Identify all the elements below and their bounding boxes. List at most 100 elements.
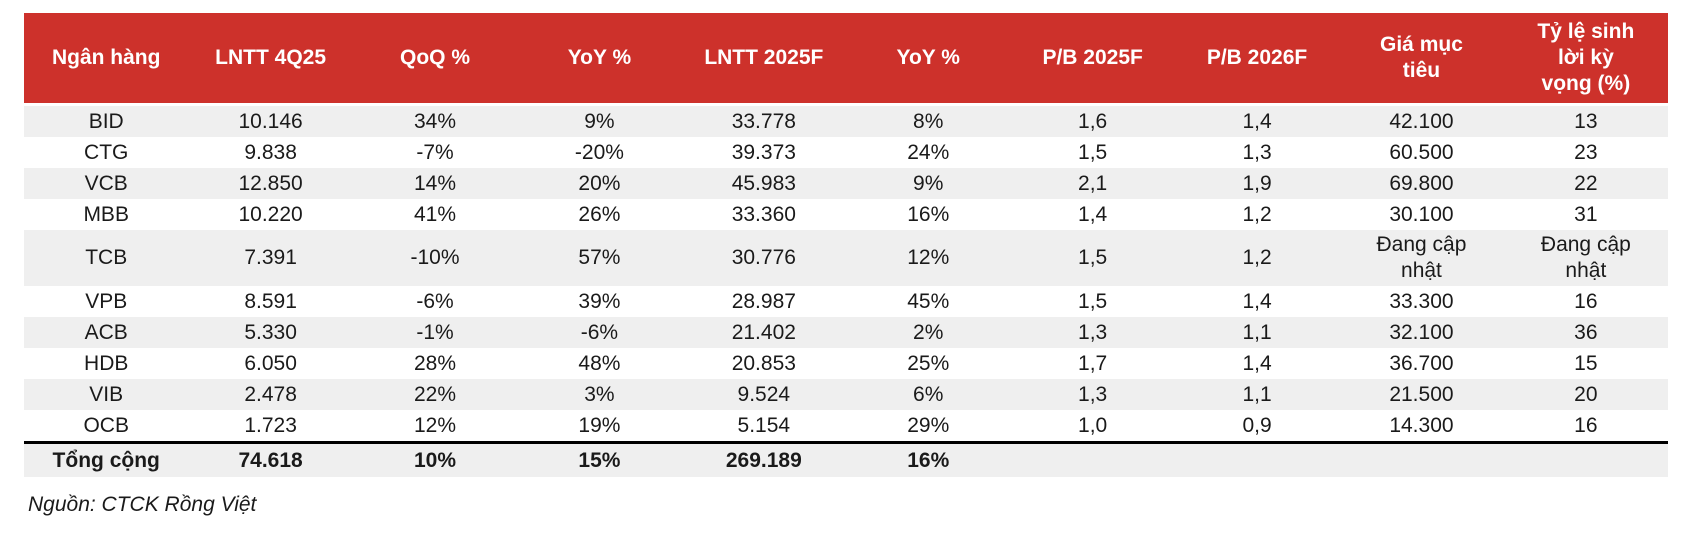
table-cell: 9.838 [244, 140, 297, 164]
table-cell: 20% [578, 171, 621, 195]
table-cell: 9% [913, 171, 944, 195]
table-cell: 42.100 [1389, 109, 1454, 133]
table-cell: 1,1 [1242, 382, 1272, 406]
table-cell: 12% [414, 413, 457, 437]
table-cell: 1,2 [1242, 246, 1272, 269]
table-cell: 28% [414, 351, 457, 375]
bank-ticker: VIB [89, 382, 124, 406]
column-header: YoY % [896, 46, 960, 69]
table-cell: 19% [578, 413, 621, 437]
total-cell: 10% [414, 448, 457, 472]
table-cell: 10.220 [238, 202, 303, 226]
table-cell: 13 [1574, 109, 1598, 133]
bank-ticker: VCB [84, 171, 128, 195]
table-cell: 1,7 [1078, 351, 1108, 375]
table-cell: 9% [584, 109, 615, 133]
table-cell: 1.723 [244, 413, 297, 437]
total-cell [1504, 444, 1668, 477]
table-header-row: Ngân hàng LNTT 4Q25 QoQ % YoY % LNTT 2025F Yo… [24, 13, 1668, 106]
table-cell: 33.778 [731, 109, 796, 133]
table-row-hdb: HDB 6.050 28% 48% 20.853 25% 1,7 1,4 36.700 15 [24, 348, 1668, 379]
table-cell: 2% [913, 320, 944, 344]
table-cell: 14.300 [1389, 413, 1454, 437]
table-cell: 57% [578, 246, 621, 269]
table-cell: 60.500 [1389, 140, 1454, 164]
table-cell: 20 [1574, 382, 1598, 406]
table-row-acb: ACB 5.330 -1% -6% 21.402 2% 1,3 1,1 32.100 36 [24, 317, 1668, 348]
table-body: BID 10.146 34% 9% 33.778 8% 1,6 1,4 42.100 13 CTG 9… [24, 106, 1668, 441]
column-header: P/B 2025F [1042, 46, 1143, 69]
bank-ticker: HDB [84, 351, 129, 375]
table-cell: 1,4 [1242, 351, 1272, 375]
table-cell: 1,0 [1078, 413, 1108, 437]
table-cell: 21.500 [1389, 382, 1454, 406]
table-cell: 39% [578, 289, 621, 313]
table-cell: 16 [1574, 413, 1598, 437]
table-cell: 1,3 [1078, 382, 1108, 406]
table-cell: 69.800 [1389, 171, 1454, 195]
total-cell [1339, 444, 1503, 477]
table-cell: 45% [907, 289, 950, 313]
column-header: LNTT 2025F [704, 46, 824, 69]
table-cell: 1,5 [1078, 140, 1108, 164]
table-cell: 3% [584, 382, 615, 406]
table-cell: 10.146 [238, 109, 303, 133]
table-cell: 34% [414, 109, 457, 133]
table-row-bid: BID 10.146 34% 9% 33.778 8% 1,6 1,4 42.100 13 [24, 106, 1668, 137]
table-cell: 45.983 [731, 171, 796, 195]
bank-ticker: TCB [85, 246, 128, 269]
table-cell: 12% [907, 246, 950, 269]
table-cell: -1% [416, 320, 454, 344]
table-cell: 8.591 [244, 289, 297, 313]
table-cell: 39.373 [731, 140, 796, 164]
bank-ticker: MBB [83, 202, 129, 226]
total-cell: 15% [578, 448, 621, 472]
table-cell: 30.776 [731, 246, 796, 269]
table-cell: 2.478 [244, 382, 297, 406]
table-cell: 1,3 [1242, 140, 1272, 164]
table-cell: 5.154 [737, 413, 791, 437]
table-cell: 31 [1574, 202, 1598, 226]
table-cell: 1,9 [1242, 171, 1272, 195]
table-cell: 1,5 [1078, 289, 1108, 313]
table-row-vib: VIB 2.478 22% 3% 9.524 6% 1,3 1,1 21.500 20 [24, 379, 1668, 410]
table-row-tcb: TCB 7.391 -10% 57% 30.776 12% 1,5 1,2 Đang cập n… [24, 230, 1668, 286]
table-cell: -6% [580, 320, 619, 344]
table-cell: 41% [414, 202, 457, 226]
table-cell: 0,9 [1242, 413, 1272, 437]
table-cell: -7% [416, 140, 454, 164]
bank-ticker: OCB [83, 413, 129, 437]
table-cell: 14% [414, 171, 457, 195]
column-header: P/B 2026F [1206, 46, 1308, 69]
table-cell: 1,4 [1078, 202, 1108, 226]
table-cell: 20.853 [731, 351, 796, 375]
table-cell: Đang cập nhật [1540, 233, 1631, 282]
table-cell: 36 [1574, 320, 1598, 344]
bank-ticker: ACB [84, 320, 128, 344]
table-cell: 33.360 [731, 202, 796, 226]
total-cell [1175, 444, 1339, 477]
table-cell: 12.850 [238, 171, 303, 195]
column-header: Giá mục tiêu [1380, 33, 1463, 82]
column-header: QoQ % [400, 46, 471, 69]
table-cell: 16 [1574, 289, 1598, 313]
table-cell: 25% [907, 351, 950, 375]
table-cell: 48% [578, 351, 621, 375]
table-cell: 1,5 [1078, 246, 1108, 269]
table-cell: 30.100 [1389, 202, 1454, 226]
table-cell: 22 [1574, 171, 1598, 195]
table-row-vcb: VCB 12.850 14% 20% 45.983 9% 2,1 1,9 69.800 22 [24, 168, 1668, 199]
table-cell: 1,1 [1242, 320, 1272, 344]
bank-ticker: VPB [85, 289, 128, 313]
total-cell: 269.189 [725, 448, 802, 472]
table-cell: 1,2 [1242, 202, 1272, 226]
table-cell: 6% [913, 382, 944, 406]
table-row-ocb: OCB 1.723 12% 19% 5.154 29% 1,0 0,9 14.300 16 [24, 410, 1668, 441]
bank-earnings-forecast-table: Ngân hàng LNTT 4Q25 QoQ % YoY % LNTT 2025F Yo… [24, 13, 1668, 477]
column-header: YoY % [567, 46, 632, 69]
table-cell: 8% [913, 109, 944, 133]
table-cell: 26% [578, 202, 621, 226]
table-cell: 1,3 [1078, 320, 1108, 344]
total-cell [1010, 444, 1174, 477]
